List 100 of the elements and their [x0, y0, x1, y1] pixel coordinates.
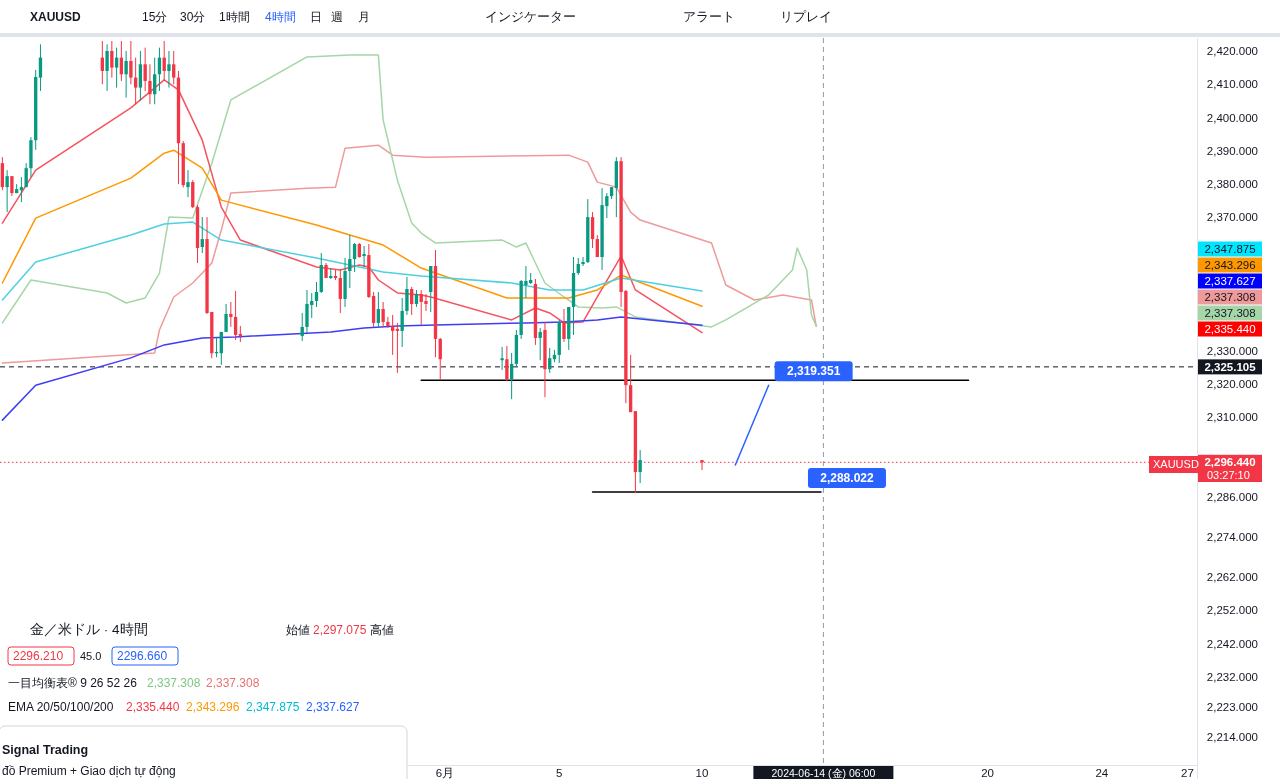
candlestick — [143, 47, 147, 92]
y-tick-label: 2,320.000 — [1206, 377, 1258, 390]
text: 日 — [310, 10, 322, 24]
annotation: 2,335.440 — [126, 700, 180, 714]
text: 1時間 — [219, 10, 250, 24]
candlestick — [186, 169, 190, 198]
x-tick-label: 24 — [1095, 767, 1109, 779]
y-tick-label: 2,390.000 — [1206, 144, 1258, 157]
candlestick — [505, 345, 509, 382]
y-tick-label: 2,252.000 — [1206, 604, 1258, 617]
text: 2,335.440 — [1204, 323, 1256, 335]
annotation: 2,337.308 — [206, 676, 260, 690]
x-tick-label: 27 — [1181, 767, 1194, 779]
ref-line-label: 2,296.440 — [1204, 456, 1256, 469]
ref-line-label: 2,325.105 — [1204, 360, 1257, 373]
annotation: 2,347.875 — [246, 700, 300, 714]
text: 2,343.296 — [1204, 259, 1256, 271]
candlestick — [638, 449, 642, 484]
candlestick — [300, 312, 304, 342]
candlestick — [314, 281, 319, 308]
text: 週 — [331, 10, 343, 24]
candlestick — [133, 57, 138, 105]
annotation: EMA 20/50/100/200 — [8, 700, 114, 714]
y-tick-label: 2,410.000 — [1206, 78, 1258, 91]
text: 03:27:10 — [1207, 469, 1250, 481]
candlestick — [400, 297, 404, 348]
annotation: 2,288.022 — [820, 471, 874, 486]
candlestick — [224, 303, 228, 333]
candlestick — [0, 156, 5, 191]
y-tick-label: 2,380.000 — [1206, 178, 1258, 191]
annotation: 45.0 — [80, 650, 102, 662]
text: 2,347.875 — [1204, 243, 1256, 255]
candlestick — [305, 289, 309, 334]
y-tick-label: 2,286.000 — [1206, 491, 1258, 504]
candlestick — [167, 50, 171, 89]
annotation: 2,297.075 — [313, 623, 367, 637]
candlestick — [5, 169, 9, 213]
text: アラート — [683, 9, 735, 24]
candlestick — [405, 276, 409, 316]
annotation: XAUUSD — [1153, 458, 1199, 470]
text: 2,337.627 — [1204, 275, 1256, 287]
candlestick — [110, 40, 114, 79]
text: 4時間 — [265, 10, 296, 24]
y-tick-label: 2,400.000 — [1206, 111, 1258, 124]
text: 金／米ドル · 4時間 — [30, 622, 148, 637]
candlestick — [590, 211, 595, 249]
y-tick-label: 2,262.000 — [1206, 570, 1258, 583]
y-tick-label: 2,330.000 — [1206, 344, 1258, 357]
candlestick — [129, 40, 133, 85]
annotation: 2,337.308 — [147, 676, 201, 690]
annotation: đồ Premium + Giao dịch tự động — [2, 764, 176, 778]
candlestick — [500, 346, 504, 371]
y-tick-label: 2,214.000 — [1206, 730, 1258, 743]
candlestick — [19, 176, 24, 203]
text: 15分 — [142, 10, 168, 24]
candlestick — [114, 47, 119, 89]
x-tick-label: 5 — [556, 767, 563, 779]
ref-line-label: 2024-06-14 (金) 06:00 — [771, 767, 876, 779]
text: リプレイ — [780, 9, 832, 24]
y-tick-label: 2,420.000 — [1206, 44, 1258, 57]
candlestick — [38, 43, 43, 92]
annotation: 2296.210 — [13, 649, 64, 663]
candlestick — [138, 50, 143, 102]
candlestick — [352, 242, 357, 273]
annotation: 2,337.627 — [306, 700, 360, 714]
candlestick — [229, 301, 233, 328]
candlestick — [348, 234, 352, 289]
text: 2,337.308 — [1204, 291, 1256, 303]
line-series — [1, 221, 703, 301]
text: インジケーター — [485, 9, 576, 24]
candlestick — [153, 57, 157, 105]
annotation: 2,319.351 — [786, 364, 841, 379]
candlestick — [424, 293, 428, 312]
candlestick — [338, 268, 342, 314]
line-series — [1, 316, 703, 421]
candlestick — [10, 175, 14, 197]
line-series — [1, 149, 703, 308]
candlestick — [105, 43, 109, 92]
y-tick-label: 2,223.000 — [1206, 700, 1258, 713]
line-series — [1, 54, 817, 328]
x-tick-label: 6月 — [435, 767, 455, 779]
candlestick — [538, 327, 542, 361]
candlestick — [172, 50, 176, 85]
y-tick-label: 2,242.000 — [1206, 637, 1258, 650]
candlestick — [386, 316, 390, 329]
text: 2,337.308 — [1204, 307, 1256, 319]
x-tick-label: 10 — [695, 767, 709, 779]
annotation: 始値 — [286, 623, 310, 637]
candlestick — [362, 245, 366, 268]
candlestick — [410, 286, 414, 316]
candlestick — [124, 50, 128, 99]
text: XAUUSD — [30, 10, 82, 24]
annotation: 一目均衡表® 9 26 52 26 — [8, 676, 138, 690]
y-tick-label: 2,274.000 — [1206, 530, 1258, 543]
annotation: Signal Trading — [2, 743, 89, 757]
annotation: 2296.660 — [117, 649, 168, 663]
y-tick-label: 2,232.000 — [1206, 670, 1258, 683]
annotation: 高値 — [370, 623, 394, 637]
text: 月 — [358, 10, 370, 24]
candlestick — [381, 301, 385, 328]
